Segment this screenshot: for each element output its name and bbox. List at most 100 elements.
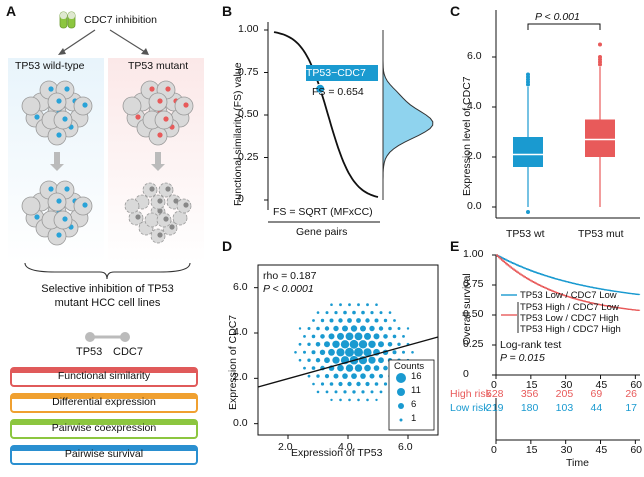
c-ytick: 6.0 <box>467 50 482 62</box>
hex-bin <box>378 341 384 348</box>
hex-bin <box>338 381 343 387</box>
hex-bin <box>307 374 311 378</box>
hex-bin <box>319 349 326 355</box>
hex-bin <box>316 326 320 331</box>
c-ytick: 2.0 <box>467 150 482 162</box>
outlier <box>598 55 602 59</box>
high-risk-count: 205 <box>555 388 574 400</box>
hex-bin <box>383 318 388 323</box>
fs-value: FS = 0.654 <box>312 86 364 98</box>
capsule-icon <box>59 11 76 29</box>
legend-item-3: TP53 Low / CDC7 High <box>520 313 619 324</box>
hex-bin <box>303 366 306 370</box>
hex-bin <box>366 398 369 402</box>
hex-bin <box>383 365 388 371</box>
hex-bin <box>324 374 330 379</box>
method-label: Pairwise survival <box>64 448 144 460</box>
e-pvalue: P = 0.015 <box>500 352 545 364</box>
hex-bin <box>311 350 316 355</box>
hex-bin <box>320 334 325 339</box>
hex-bin <box>330 398 333 402</box>
e-xtick-2: 30 <box>560 444 573 456</box>
hex-bin <box>334 390 338 394</box>
outlier <box>526 72 530 77</box>
regression-line <box>257 336 439 388</box>
d-rho: rho = 0.187 <box>263 270 317 282</box>
hex-bin <box>402 350 405 354</box>
counts-legend <box>388 359 435 431</box>
c-pvalue: P < 0.001 <box>535 11 580 23</box>
hex-bin <box>339 303 342 307</box>
legend-item-4: TP53 High / CDC7 High <box>520 324 621 335</box>
legend-hex <box>399 418 403 422</box>
hex-bin <box>329 382 334 386</box>
hex-bin <box>294 351 297 354</box>
box-0 <box>513 72 543 214</box>
hex-bin <box>311 366 316 370</box>
hex-bin <box>388 311 392 314</box>
panel-c-letter: C <box>450 3 461 19</box>
hex-bin <box>332 340 340 348</box>
hex-bin <box>348 398 351 402</box>
hex-bin <box>378 326 384 331</box>
hex-bin <box>388 326 392 331</box>
d-ytick: 4.0 <box>233 326 248 338</box>
e-xtick: 0 <box>491 379 497 391</box>
legend-count: 11 <box>411 385 421 396</box>
hex-bin <box>352 310 356 315</box>
b-xlabel: Gene pairs <box>296 226 348 238</box>
panel-a-graphic <box>8 11 204 342</box>
tp53-cdc7-label: TP53−CDC7 <box>306 67 366 79</box>
hex-bin <box>333 373 339 379</box>
d-xtick: 2.0 <box>278 441 293 453</box>
legend-count: 1 <box>411 413 417 424</box>
mutant-cluster-top <box>122 80 194 146</box>
hex-bin <box>397 327 401 330</box>
hex-bin <box>373 333 380 340</box>
hex-bin <box>358 340 368 349</box>
legend-count: 16 <box>411 371 422 382</box>
hex-bin <box>303 350 306 354</box>
outlier <box>526 210 530 214</box>
hex-bin <box>343 310 347 315</box>
wild-type-cluster-bottom <box>21 180 93 246</box>
down-arrow-right <box>151 152 165 171</box>
hex-bin <box>356 381 361 387</box>
legend-count: 6 <box>411 399 417 410</box>
hex-bin <box>312 319 315 322</box>
method-label: Differential expression <box>52 396 156 408</box>
e-xtick: 45 <box>595 379 608 391</box>
hex-bin <box>349 339 359 349</box>
hex-bin <box>325 311 329 315</box>
method-pill: Pairwise coexpression <box>10 419 198 439</box>
hex-bin <box>324 357 330 364</box>
down-arrow-left <box>50 152 64 171</box>
box-1 <box>585 42 615 207</box>
e-xlabel: Time <box>566 457 589 469</box>
wild-type-label: TP53 wild-type <box>15 60 85 72</box>
hex-bin <box>351 373 357 379</box>
e-ytick: 0.25 <box>463 338 484 350</box>
caption-line2: mutant HCC cell lines <box>54 297 161 309</box>
hex-bin <box>337 332 344 340</box>
hex-bin <box>378 374 384 379</box>
hex-bin <box>338 318 343 323</box>
hex-bin <box>375 398 378 402</box>
hex-bin <box>368 356 376 364</box>
tp53-cdc7-label-bg <box>306 65 378 81</box>
hex-bin <box>340 340 350 349</box>
panel-c-chart <box>492 10 640 219</box>
hex-bin <box>365 318 370 323</box>
panel-b-chart <box>264 22 434 223</box>
fs-density <box>382 30 434 200</box>
hex-bin <box>324 326 330 331</box>
hex-bin <box>354 332 363 341</box>
legend-hex <box>398 403 404 409</box>
hex-bin <box>360 373 366 379</box>
method-label: Functional similarity <box>57 370 151 382</box>
hex-bin <box>345 332 354 341</box>
hex-bin <box>375 303 378 306</box>
hex-bin <box>334 311 338 315</box>
legend-hex <box>396 373 406 383</box>
e-xtick-2: 45 <box>595 444 608 456</box>
